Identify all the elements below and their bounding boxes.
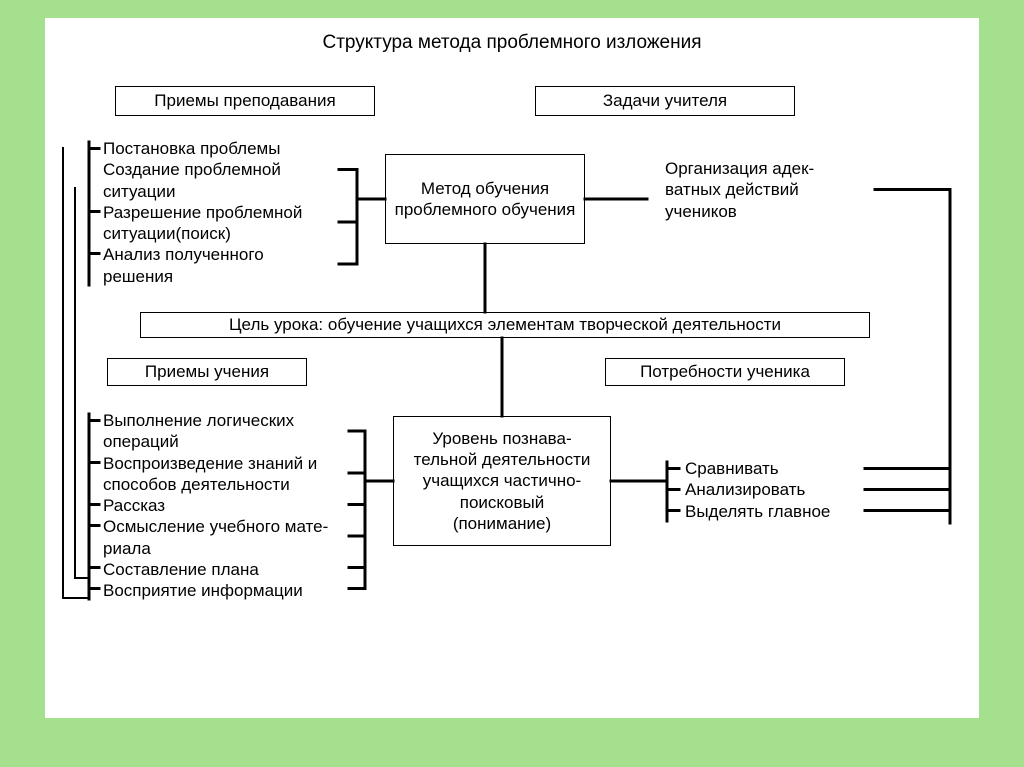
- diagram-connectors: [45, 18, 979, 718]
- diagram-canvas: Структура метода проблемного изложения П…: [45, 18, 979, 718]
